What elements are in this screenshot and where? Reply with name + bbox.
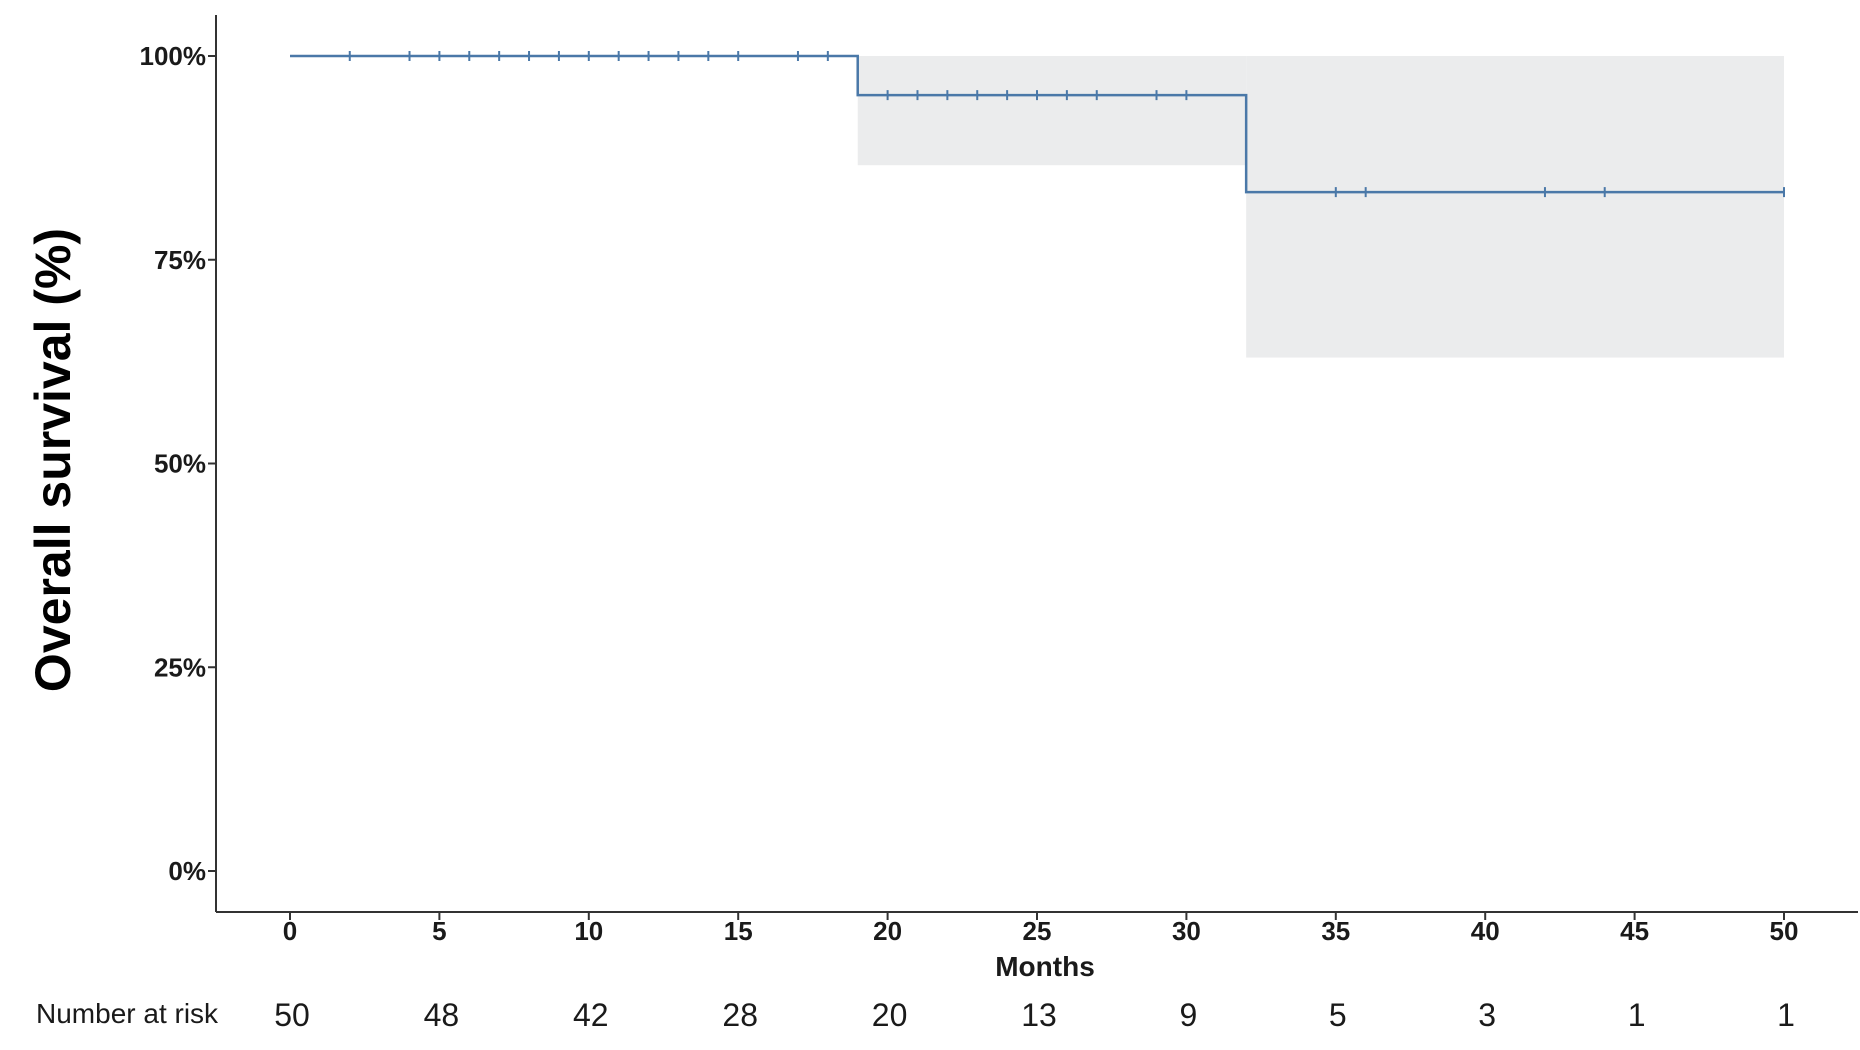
risk-count: 48 bbox=[424, 997, 460, 1033]
x-tick-label: 40 bbox=[1471, 916, 1500, 946]
risk-table: 50 48 42 28 20 13 9 5 3 1 1 bbox=[274, 997, 1795, 1033]
y-tick-label: 100% bbox=[140, 41, 207, 71]
confidence-band-layer bbox=[857, 56, 1784, 358]
y-tick-label: 50% bbox=[154, 449, 206, 479]
risk-table-title: Number at risk bbox=[36, 998, 219, 1029]
y-tick-label: 75% bbox=[154, 245, 206, 275]
x-ticks: 0 5 10 15 20 25 30 35 40 45 50 bbox=[283, 912, 1799, 946]
x-tick-label: 20 bbox=[873, 916, 902, 946]
censor-marks-layer bbox=[348, 51, 1785, 198]
risk-count: 42 bbox=[573, 997, 609, 1033]
x-tick-label: 15 bbox=[724, 916, 753, 946]
y-tick-label: 0% bbox=[168, 856, 206, 886]
risk-count: 28 bbox=[722, 997, 758, 1033]
risk-count: 1 bbox=[1628, 997, 1646, 1033]
x-tick-label: 30 bbox=[1172, 916, 1201, 946]
x-tick-label: 45 bbox=[1620, 916, 1649, 946]
confidence-band-1 bbox=[857, 56, 1247, 166]
y-axis-title: Overall survival (%) bbox=[25, 228, 81, 692]
risk-count: 50 bbox=[274, 997, 310, 1033]
risk-count: 3 bbox=[1478, 997, 1496, 1033]
x-tick-label: 35 bbox=[1321, 916, 1350, 946]
risk-count: 20 bbox=[872, 997, 908, 1033]
x-tick-label: 50 bbox=[1770, 916, 1799, 946]
risk-count: 9 bbox=[1180, 997, 1198, 1033]
x-tick-label: 5 bbox=[432, 916, 446, 946]
risk-count: 13 bbox=[1021, 997, 1057, 1033]
risk-count: 5 bbox=[1329, 997, 1347, 1033]
confidence-band-2 bbox=[1246, 56, 1784, 358]
x-tick-label: 0 bbox=[283, 916, 297, 946]
y-ticks: 0% 25% 50% 75% 100% bbox=[140, 41, 216, 886]
x-axis-title: Months bbox=[995, 951, 1095, 982]
x-tick-label: 25 bbox=[1023, 916, 1052, 946]
x-tick-label: 10 bbox=[574, 916, 603, 946]
risk-count: 1 bbox=[1777, 997, 1795, 1033]
y-tick-label: 25% bbox=[154, 652, 206, 682]
